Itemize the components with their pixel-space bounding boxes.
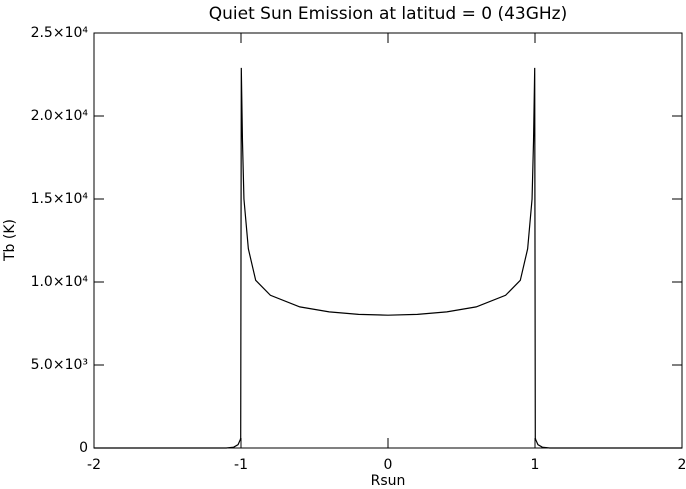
chart-title: Quiet Sun Emission at latitud = 0 (43GHz… (209, 4, 568, 24)
x-tick-label: -2 (87, 457, 101, 473)
y-tick-label: 2.5×10⁴ (31, 25, 89, 41)
y-tick-label: 1.5×10⁴ (31, 191, 89, 207)
y-tick-label: 0 (79, 440, 88, 456)
y-tick-label: 2.0×10⁴ (31, 108, 89, 124)
x-tick-label: -1 (234, 457, 248, 473)
x-tick-label: 2 (678, 457, 686, 473)
y-tick-label: 1.0×10⁴ (31, 274, 89, 290)
data-line (94, 67, 682, 449)
x-axis-label: Rsun (371, 473, 406, 489)
y-tick-label: 5.0×10³ (31, 357, 88, 373)
x-tick-label: 0 (384, 457, 393, 473)
y-axis-label: Tb (K) (2, 219, 18, 262)
x-tick-label: 1 (531, 457, 540, 473)
plot-frame (93, 32, 683, 449)
